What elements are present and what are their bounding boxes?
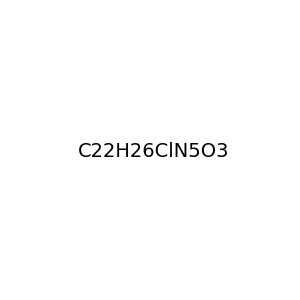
Text: C22H26ClN5O3: C22H26ClN5O3: [78, 142, 230, 161]
